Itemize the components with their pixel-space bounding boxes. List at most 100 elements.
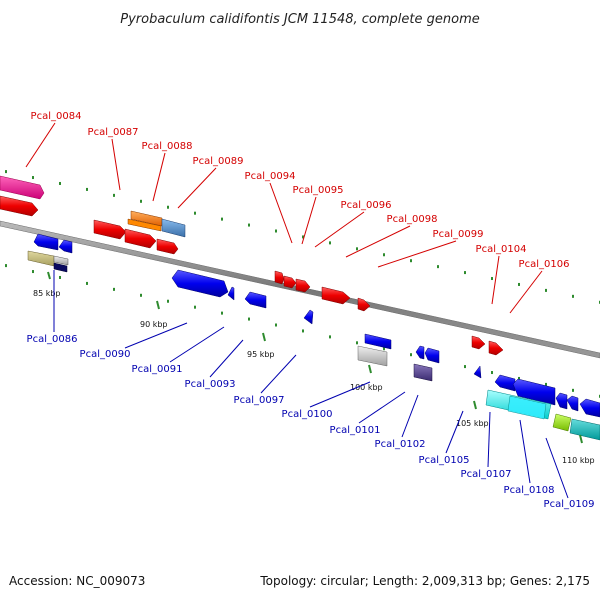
- gene-pcal-0107a: [494, 374, 516, 392]
- track-dot: [572, 388, 574, 392]
- track-dot: [5, 170, 7, 174]
- gene-label-pcal-0104[interactable]: Pcal_0104: [476, 244, 527, 255]
- track-dot: [383, 253, 385, 257]
- gene-label-pcal-0099[interactable]: Pcal_0099: [433, 229, 484, 240]
- gene-label-pcal-0105[interactable]: Pcal_0105: [419, 455, 470, 466]
- gene-pcal-0093: [244, 291, 267, 309]
- gene-label-pcal-0087[interactable]: Pcal_0087: [88, 127, 139, 138]
- track-dot: [518, 376, 520, 380]
- leader-line: [345, 225, 411, 258]
- gene-pcal-0094b: [283, 275, 297, 289]
- gene-pcal-0107b: [512, 378, 556, 406]
- gene-pcal-0090: [171, 269, 229, 298]
- gene-pcal-0102: [413, 363, 433, 382]
- gene-label-pcal-0097[interactable]: Pcal_0097: [234, 395, 285, 406]
- scale-label-85: 85 kbp: [33, 289, 61, 298]
- track-dot: [32, 176, 34, 180]
- gene-label-pcal-0108[interactable]: Pcal_0108: [504, 485, 555, 496]
- gene-label-pcal-0091[interactable]: Pcal_0091: [132, 364, 183, 375]
- gene-label-pcal-0109[interactable]: Pcal_0109: [544, 499, 595, 510]
- track-dot: [356, 247, 358, 251]
- track-dot: [86, 281, 88, 285]
- gene-label-pcal-0101[interactable]: Pcal_0101: [330, 425, 381, 436]
- gene-label-pcal-0100[interactable]: Pcal_0100: [282, 409, 333, 420]
- track-dot: [248, 317, 250, 321]
- gene-pcal-0100b: [357, 345, 388, 367]
- track-dot: [59, 181, 61, 185]
- track-dot: [464, 365, 466, 369]
- gene-pcal-0085b: [58, 239, 73, 254]
- gene-label-pcal-0107[interactable]: Pcal_0107: [461, 469, 512, 480]
- track-dot: [5, 264, 7, 268]
- gene-label-pcal-0084[interactable]: Pcal_0084: [31, 111, 82, 122]
- leader-line: [111, 138, 121, 191]
- gene-pcal-0101: [415, 345, 425, 360]
- leader-line: [169, 326, 225, 363]
- gene-pcal-0108: [555, 392, 568, 410]
- gene-label-pcal-0090[interactable]: Pcal_0090: [80, 349, 131, 360]
- gene-label-pcal-0102[interactable]: Pcal_0102: [375, 439, 426, 450]
- reverse-strand-features: [27, 233, 600, 441]
- leader-line: [519, 419, 531, 484]
- top-gene-labels: Pcal_0084Pcal_0087Pcal_0088Pcal_0089Pcal…: [25, 111, 570, 314]
- track-dot: [167, 299, 169, 303]
- leader-line: [445, 410, 464, 454]
- gene-pcal-0108b: [566, 395, 579, 412]
- map-title: Pyrobaculum calidifontis JCM 11548, comp…: [120, 12, 480, 27]
- track-dot: [410, 353, 412, 357]
- track-dot: [410, 259, 412, 263]
- leader-line: [124, 322, 188, 349]
- outer-tick-track: [5, 170, 600, 398]
- track-dot: [194, 211, 196, 215]
- gene-pcal-0109a: [579, 398, 600, 418]
- leader-line: [177, 167, 217, 209]
- gene-pcal-0105: [473, 365, 482, 379]
- track-dot: [221, 311, 223, 315]
- gene-label-pcal-0095[interactable]: Pcal_0095: [293, 185, 344, 196]
- track-dot: [113, 287, 115, 291]
- gene-label-pcal-0086[interactable]: Pcal_0086: [27, 334, 78, 345]
- gene-label-pcal-0098[interactable]: Pcal_0098: [387, 214, 438, 225]
- track-dot: [302, 235, 304, 239]
- gene-label-pcal-0089[interactable]: Pcal_0089: [193, 156, 244, 167]
- track-dot: [32, 270, 34, 274]
- leader-line: [358, 391, 406, 424]
- gene-pcal-0087b: [124, 228, 157, 249]
- track-dot: [275, 229, 277, 233]
- gene-pcal-0095: [295, 278, 311, 293]
- leader-line: [209, 339, 244, 378]
- gene-label-pcal-0088[interactable]: Pcal_0088: [142, 141, 193, 152]
- gene-label-pcal-0096[interactable]: Pcal_0096: [341, 200, 392, 211]
- scale-label-95: 95 kbp: [247, 350, 275, 359]
- topology-text: Topology: circular; Length: 2,009,313 bp…: [259, 574, 590, 588]
- scale-markers: 85 kbp 90 kbp 95 kbp 100 kbp 105 kbp 110…: [33, 271, 595, 465]
- gene-pcal-0098: [357, 297, 371, 312]
- leader-line: [269, 182, 293, 244]
- gene-pcal-0091: [227, 286, 235, 301]
- track-dot: [140, 199, 142, 203]
- leader-line: [314, 211, 365, 248]
- track-dot: [356, 341, 358, 345]
- track-dot: [329, 335, 331, 339]
- track-dot: [545, 382, 547, 386]
- leader-line: [152, 152, 166, 202]
- track-dot: [167, 205, 169, 209]
- gene-label-pcal-0093[interactable]: Pcal_0093: [185, 379, 236, 390]
- gene-pcal-0101b: [424, 347, 440, 364]
- track-dot: [113, 193, 115, 197]
- leader-line: [260, 354, 297, 394]
- forward-strand-features: [0, 175, 504, 356]
- gene-label-pcal-0094[interactable]: Pcal_0094: [245, 171, 296, 182]
- leader-line: [377, 240, 457, 268]
- track-dot: [221, 217, 223, 221]
- gene-label-pcal-0106[interactable]: Pcal_0106: [519, 259, 570, 270]
- leader-line: [509, 270, 543, 314]
- track-dot: [275, 323, 277, 327]
- leader-line: [491, 255, 500, 305]
- track-dot: [59, 275, 61, 279]
- track-dot: [383, 347, 385, 351]
- scale-label-105: 105 kbp: [456, 419, 489, 428]
- track-dot: [86, 187, 88, 191]
